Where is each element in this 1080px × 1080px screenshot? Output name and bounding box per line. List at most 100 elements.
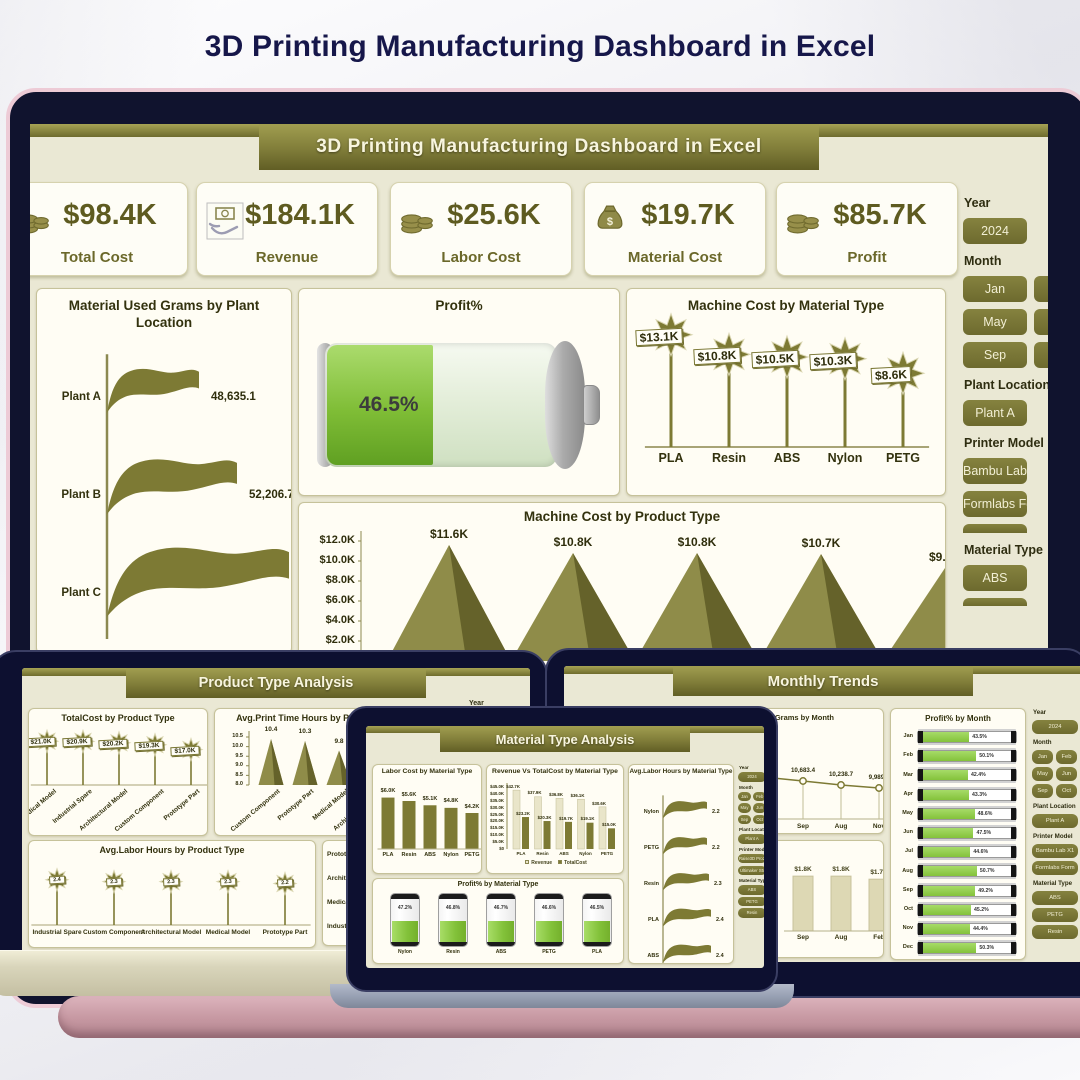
star-lollipop-chart: $21.0K Medical Model $20.9K Industrial Spar… (29, 723, 207, 835)
panel-revenue-vs-cost: Revenue Vs TotalCost by Material Type $4… (486, 764, 624, 874)
filter-button-2024[interactable]: 2024 (1032, 720, 1078, 734)
filter-button-sep[interactable]: Sep (1032, 784, 1053, 798)
filter-button-oct[interactable]: Oct (1034, 342, 1048, 368)
coins-icon (30, 201, 51, 242)
data-label: $42.7K (506, 783, 520, 789)
axis-tick: $4.0K (325, 613, 355, 626)
panel-labor-flags: Avg.Labor Hours by Material Type 2.2 Nylo… (628, 764, 734, 964)
category-label: Feb (873, 934, 884, 941)
filter-button-oct[interactable]: Oct (753, 814, 764, 825)
category-label: Resin (536, 851, 549, 856)
svg-text:$: $ (607, 216, 613, 228)
filter-button-may[interactable]: May (738, 803, 751, 813)
data-label: $8.6K (870, 366, 912, 385)
filter-button-resin[interactable]: Resin (738, 908, 764, 918)
filter-button-abs[interactable]: ABS (1032, 891, 1078, 905)
kpi-label: Profit (847, 249, 887, 266)
filter-button-ultimaker-s5[interactable]: Ultimaker S5 (738, 865, 764, 876)
data-label: 48,635.1 (211, 390, 256, 403)
filter-button-feb[interactable]: Feb (1034, 276, 1048, 302)
filter-button-jun[interactable]: Jun (753, 803, 764, 813)
filter-label: Material Type (1033, 880, 1073, 887)
category-label: Architectural Model (327, 875, 361, 882)
category-label: Industrial Spare (327, 923, 361, 930)
filter-button-plant-a[interactable]: Plant A (738, 834, 764, 844)
material-filters: Year 2024 Month Jan Feb May Jun Sep Oct Plant Loc… (738, 762, 764, 920)
chart-title: Profit% (435, 298, 483, 313)
filter-button-jan[interactable]: Jan (963, 276, 1027, 302)
monthly-header: Monthly Trends (564, 666, 1080, 702)
filter-button-resin[interactable]: Resin (1032, 925, 1078, 939)
filter-label: Plant Location (1033, 803, 1076, 810)
header-ribbon-title: Product Type Analysis (126, 668, 426, 698)
battery-gauge: 48.6% (917, 807, 1017, 820)
filter-button-bambu-lab-x1[interactable]: Bambu Lab X1 (1032, 844, 1078, 858)
battery-gauge: 49.2% (917, 884, 1017, 897)
data-label: 9.8 (334, 737, 344, 745)
data-label: 52,206.7 (249, 488, 292, 501)
filter-button-bambu-lab-x1[interactable]: Bambu Lab X1 (963, 458, 1027, 484)
filter-label: Printer Model (739, 846, 764, 852)
category-label: Dec (902, 944, 913, 951)
category-label: PLA (382, 852, 394, 858)
filter-button-plant-a[interactable]: Plant A (1032, 814, 1078, 828)
category-label: Aug (834, 823, 848, 830)
filter-button-oct[interactable]: Oct (1056, 784, 1077, 798)
filter-button-abs[interactable]: ABS (738, 885, 764, 895)
filter-button-abs[interactable]: ABS (963, 565, 1027, 592)
data-label: $36.1K (570, 792, 585, 798)
axis-tick: 8.0 (235, 781, 243, 788)
axis-tick: $25.0K (490, 811, 504, 817)
panel-profit-by-month: Profit% by Month Jan 43.5% Feb 50.1% Mar 42.4… (890, 708, 1026, 960)
filter-button-raise3d-pro2[interactable]: Raise3D Pro2 (738, 853, 764, 864)
kpi-value: $85.7K (833, 199, 927, 231)
data-label: 2.3 (219, 877, 237, 886)
filter-button-formlabs-form[interactable]: Formlabs Form (963, 491, 1027, 517)
filter-button-2024[interactable]: 2024 (738, 772, 764, 782)
chart-title: Material Used Grams by Plant Location (68, 298, 260, 330)
chart-title: Profit% by Material Type (457, 881, 539, 888)
filter-button-jan[interactable]: Jan (738, 791, 751, 801)
data-label: $1.8K (794, 865, 812, 873)
data-label: $15.0K (602, 822, 616, 828)
category-label: Nylon (579, 851, 592, 856)
chart-title: TotalCost by Product Type (61, 713, 175, 723)
category-label: Feb (903, 752, 913, 759)
filter-button-feb[interactable]: Feb (753, 791, 764, 801)
data-label: $19.7K (559, 815, 573, 821)
filter-button-2024[interactable]: 2024 (963, 218, 1027, 244)
data-label: $10.8K (693, 347, 741, 366)
filter-button-partial[interactable] (963, 524, 1027, 534)
filter-button-formlabs-form[interactable]: Formlabs Form (1032, 861, 1078, 875)
filter-button-partial[interactable] (963, 598, 1027, 606)
pyramid-chart: $12.0K$10.0K$8.0K$6.0K$4.0K$2.0K$11.6KCu… (299, 503, 946, 673)
data-label: $9.3K (928, 550, 946, 564)
chart-title: Machine Cost by Material Type (687, 298, 885, 313)
filter-button-plant-a[interactable]: Plant A (963, 400, 1027, 426)
data-label: $19.1K (580, 816, 595, 822)
category-label: Resin (446, 949, 460, 955)
filter-button-sep[interactable]: Sep (963, 342, 1027, 368)
filter-button-petg[interactable]: PETG (1032, 908, 1078, 922)
filter-button-jan[interactable]: Jan (1032, 750, 1053, 764)
main-monitor: 3D Printing Manufacturing Dashboard in E… (6, 88, 1080, 1008)
filter-label: Printer Model (1033, 833, 1073, 840)
data-label: 10,683.4 (790, 766, 816, 774)
filter-button-jun[interactable]: Jun (1034, 309, 1048, 335)
filter-button-petg[interactable]: PETG (738, 896, 764, 907)
data-label: $10.8K (677, 535, 717, 549)
filter-button-may[interactable]: May (1032, 767, 1053, 781)
category-label: PETG (464, 852, 480, 858)
chart-title: Material Used Grams by Month (723, 713, 835, 722)
axis-tick: $35.0K (490, 797, 504, 803)
header-ribbon-title: Monthly Trends (673, 666, 973, 696)
filter-button-may[interactable]: May (963, 309, 1027, 335)
filter-button-feb[interactable]: Feb (1056, 750, 1077, 764)
axis-tick: 9.5 (235, 752, 243, 759)
filter-button-jun[interactable]: Jun (1056, 767, 1077, 781)
filter-button-sep[interactable]: Sep (738, 814, 751, 825)
grouped-bar-chart: $45.0K $40.0K $35.0K $30.0K $25.0K $20.0K $15.… (487, 777, 623, 873)
battery-gauge: 43.5% (917, 731, 1017, 743)
data-label: $5.1K (422, 795, 438, 802)
